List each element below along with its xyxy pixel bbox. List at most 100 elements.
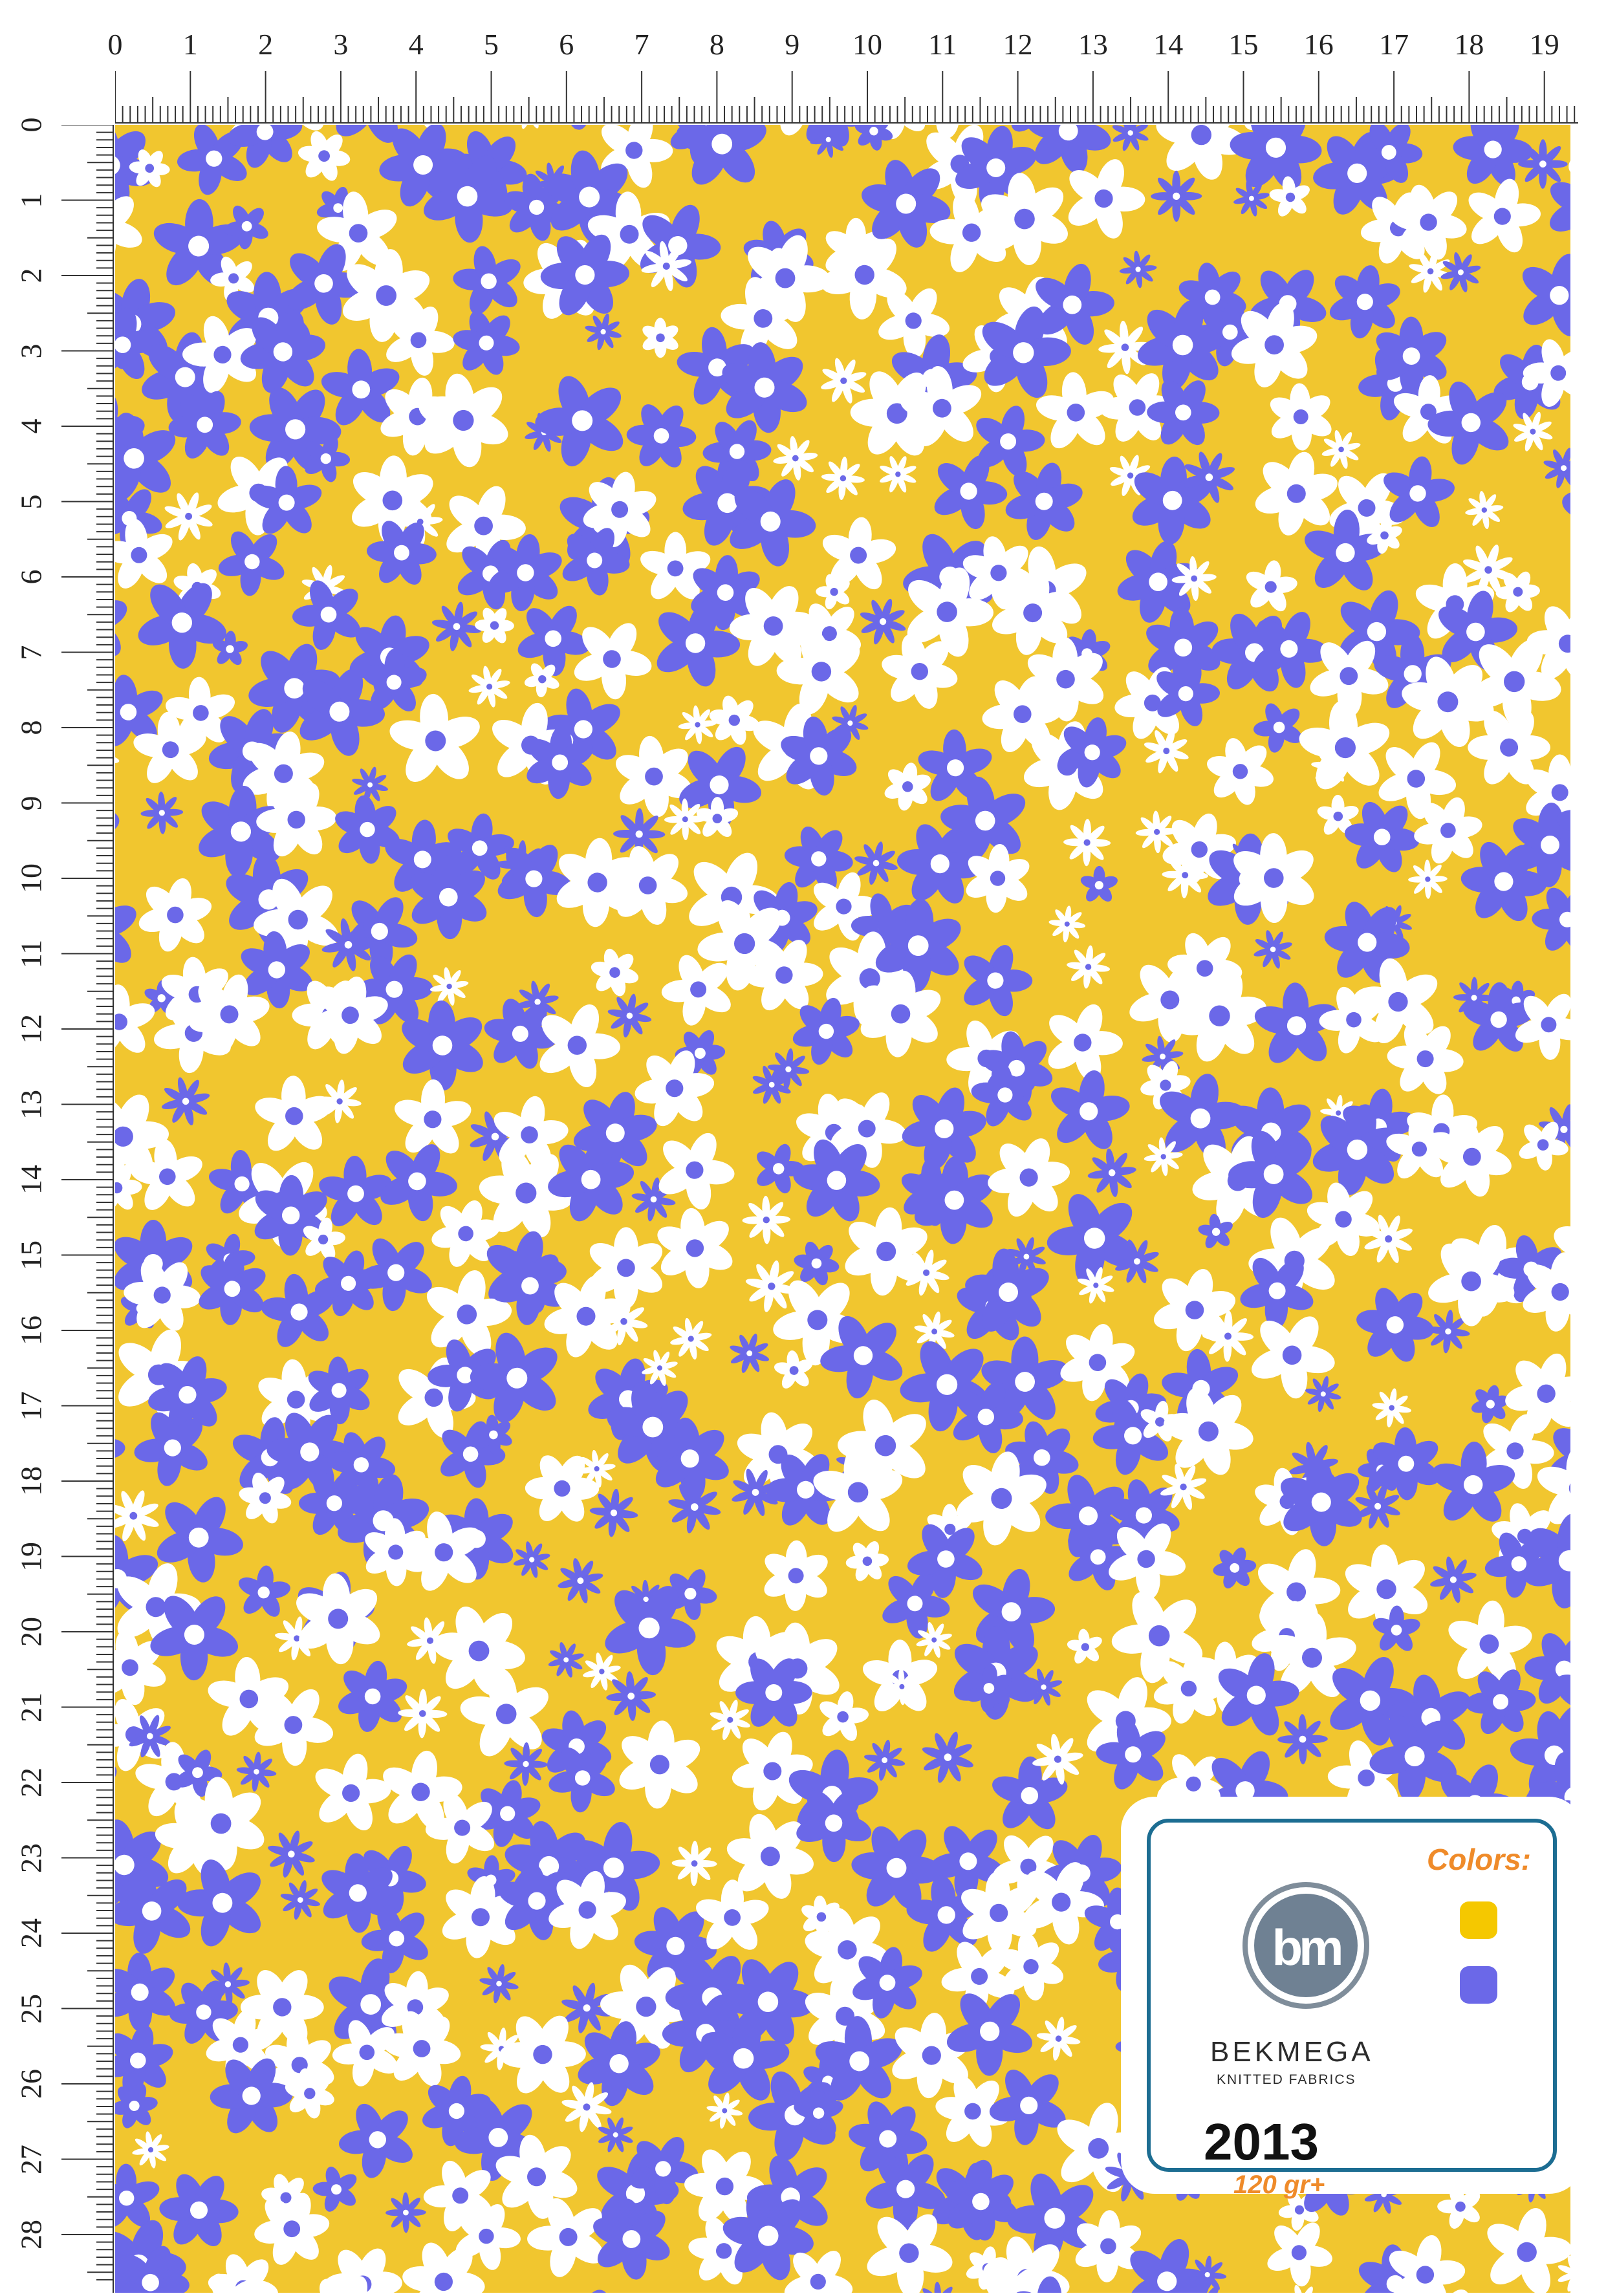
ruler-x-label: 9 bbox=[785, 27, 799, 61]
flower bbox=[1407, 859, 1448, 899]
ruler-x-label: 14 bbox=[1153, 27, 1183, 61]
flower bbox=[472, 1956, 526, 2011]
flower bbox=[115, 759, 138, 891]
flower bbox=[232, 1562, 295, 1622]
flower bbox=[442, 299, 530, 387]
flower bbox=[722, 1326, 777, 1381]
flower bbox=[193, 1250, 271, 1328]
flower bbox=[1457, 483, 1511, 537]
ruler-x-label: 5 bbox=[484, 27, 499, 61]
flower bbox=[261, 1824, 321, 1884]
flower bbox=[614, 389, 709, 483]
ruler-x-label: 13 bbox=[1078, 27, 1108, 61]
flower bbox=[1054, 809, 1120, 876]
flower bbox=[811, 1686, 874, 1748]
ruler-y-label: 4 bbox=[14, 407, 49, 446]
flower bbox=[472, 2290, 581, 2293]
ruler-y-label: 9 bbox=[14, 784, 49, 823]
ruler-y-label: 0 bbox=[14, 105, 49, 144]
flower bbox=[1277, 1714, 1329, 1765]
flower bbox=[1058, 937, 1119, 998]
flower bbox=[297, 1740, 406, 1847]
flower bbox=[732, 1186, 800, 1253]
flower bbox=[747, 1527, 845, 1625]
fabric-weight: 120 gr+ bbox=[1233, 2171, 1325, 2200]
ruler-x-label: 19 bbox=[1530, 27, 1559, 61]
ruler-y-label: 26 bbox=[14, 2064, 49, 2103]
ruler-y-label: 23 bbox=[14, 1839, 49, 1878]
ruler-x-label: 6 bbox=[559, 27, 574, 61]
ruler-y-label: 20 bbox=[14, 1612, 49, 1651]
flower bbox=[1425, 1552, 1481, 1608]
flower bbox=[541, 1635, 591, 1685]
logo-text: bm bbox=[1254, 1918, 1358, 1977]
ruler-y-label: 25 bbox=[14, 1989, 49, 2028]
ruler-x-label: 0 bbox=[108, 27, 123, 61]
ruler-y-label: 18 bbox=[14, 1462, 49, 1500]
ruler-y-label: 5 bbox=[14, 482, 49, 521]
ruler-y-label: 7 bbox=[14, 633, 49, 672]
flower bbox=[1064, 1627, 1107, 1668]
flower bbox=[1118, 249, 1159, 290]
flower bbox=[1047, 904, 1087, 944]
flower bbox=[1204, 1537, 1265, 1599]
top-ruler bbox=[0, 0, 1606, 125]
ruler-x-label: 12 bbox=[1003, 27, 1033, 61]
ruler-y-label: 12 bbox=[14, 1010, 49, 1048]
flower bbox=[1498, 234, 1570, 358]
flower bbox=[598, 836, 697, 935]
flower bbox=[1078, 1138, 1146, 1207]
flower bbox=[770, 433, 821, 484]
flower bbox=[115, 881, 146, 980]
flower bbox=[699, 2085, 750, 2136]
flower bbox=[914, 1724, 982, 1792]
flower bbox=[676, 703, 719, 746]
brand-logo: bm bbox=[1242, 1882, 1369, 2009]
ruler-y-label: 2 bbox=[14, 256, 49, 295]
ruler-x-label: 7 bbox=[635, 27, 649, 61]
color-swatch-blue bbox=[1460, 1966, 1497, 2004]
ruler-x-label: 4 bbox=[409, 27, 424, 61]
ruler-y-label: 15 bbox=[14, 1236, 49, 1275]
ruler-x-label: 2 bbox=[258, 27, 273, 61]
ruler-y-label: 19 bbox=[14, 1537, 49, 1576]
flower bbox=[330, 1654, 415, 1738]
flower bbox=[276, 1876, 325, 1924]
flower bbox=[505, 125, 555, 136]
flower bbox=[585, 942, 645, 1003]
flower bbox=[541, 2283, 641, 2293]
fabric-info-card: Colors: bm BEKMEGA KNITTED FABRICS 2013 … bbox=[1129, 1804, 1575, 2186]
design-code: 2013 bbox=[1204, 2112, 1319, 2172]
flower bbox=[1518, 139, 1568, 189]
flower bbox=[702, 688, 767, 752]
ruler-x-label: 8 bbox=[710, 27, 724, 61]
ruler-y-label: 10 bbox=[14, 859, 49, 898]
flower bbox=[1106, 125, 1155, 158]
flower bbox=[132, 783, 192, 843]
color-swatch-yellow bbox=[1460, 1901, 1497, 1939]
ruler-y-label: 14 bbox=[14, 1160, 49, 1199]
flower bbox=[666, 1314, 716, 1363]
flower bbox=[440, 234, 537, 329]
flower bbox=[585, 2193, 678, 2285]
flower bbox=[1369, 1385, 1415, 1431]
ruler-x-label: 18 bbox=[1454, 27, 1484, 61]
flower bbox=[1042, 1062, 1136, 1160]
flower bbox=[475, 605, 515, 646]
ruler-x-label: 11 bbox=[928, 27, 957, 61]
card-frame: Colors: bm BEKMEGA KNITTED FABRICS 2013 … bbox=[1147, 1819, 1557, 2172]
flower bbox=[664, 125, 779, 203]
ruler-x-label: 17 bbox=[1379, 27, 1409, 61]
ruler-y-label: 24 bbox=[14, 1914, 49, 1953]
flower bbox=[600, 1705, 719, 1824]
ruler-y-label: 1 bbox=[14, 181, 49, 220]
flower bbox=[115, 1481, 168, 1551]
flower bbox=[1072, 858, 1127, 913]
ruler-x-label: 3 bbox=[333, 27, 348, 61]
flower bbox=[591, 2110, 640, 2160]
flower bbox=[1033, 2013, 1083, 2064]
flower bbox=[1239, 556, 1303, 617]
ruler-y-label: 11 bbox=[14, 935, 49, 973]
ruler-x-label: 15 bbox=[1229, 27, 1259, 61]
flower bbox=[1301, 1372, 1345, 1416]
